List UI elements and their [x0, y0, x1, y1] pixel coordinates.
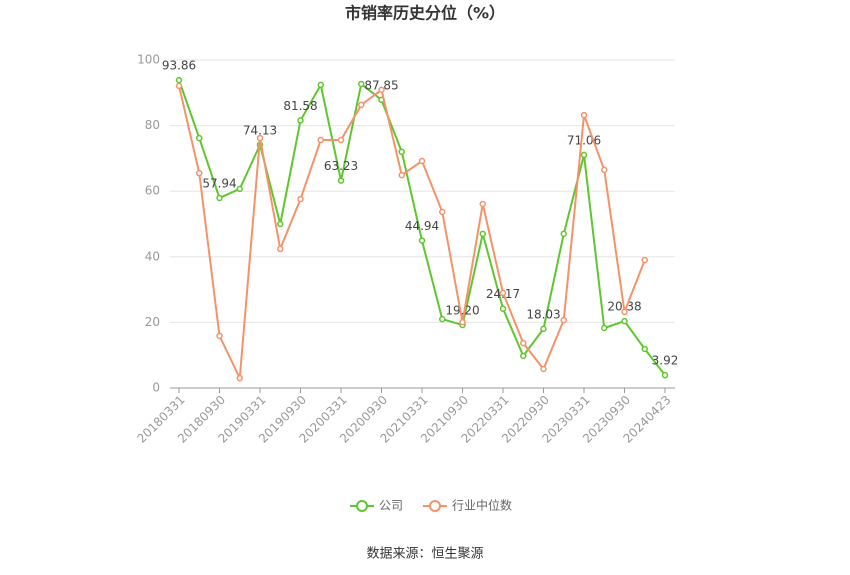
data-label: 44.94: [405, 219, 439, 233]
data-label: 57.94: [202, 176, 236, 190]
point: [216, 194, 223, 202]
point: [317, 136, 324, 144]
point: [560, 316, 567, 324]
point: [398, 148, 405, 156]
source: 数据来源：恒生聚源: [366, 547, 483, 562]
y-tick-label: 100: [137, 53, 160, 67]
point: [439, 315, 446, 323]
point: [277, 245, 284, 253]
point: [337, 177, 345, 184]
point: [418, 237, 426, 244]
point: [358, 80, 365, 88]
point: [358, 101, 365, 109]
data-label: 87.85: [364, 78, 398, 92]
data-label: 3.92: [652, 354, 679, 368]
point: [175, 82, 183, 90]
chart-title: 市销率历史分位（%）: [345, 4, 505, 23]
legend-label: 行业中位数: [452, 498, 512, 513]
point: [601, 324, 608, 332]
point: [216, 332, 223, 340]
point: [236, 185, 243, 193]
point: [479, 200, 486, 208]
point: [398, 171, 405, 179]
point: [580, 151, 588, 159]
point: [256, 134, 264, 142]
y-tick-label: 80: [145, 118, 160, 132]
point: [641, 256, 648, 264]
point: [520, 352, 527, 360]
point: [540, 365, 547, 373]
point: [560, 230, 567, 238]
point: [661, 371, 669, 379]
data-label: 74.13: [243, 123, 277, 137]
point: [520, 339, 527, 347]
point: [540, 325, 547, 333]
point: [196, 134, 203, 142]
point: [439, 208, 446, 216]
y-tick-label: 0: [152, 381, 160, 395]
point: [479, 230, 486, 238]
point: [236, 374, 243, 382]
data-label: 19.20: [445, 304, 479, 318]
point: [297, 195, 304, 203]
y-tick-label: 40: [145, 249, 160, 263]
y-tick-label: 60: [145, 184, 160, 198]
point: [277, 220, 284, 228]
point: [499, 305, 507, 312]
legend-label: 公司: [379, 499, 403, 513]
point: [337, 136, 345, 144]
data-label: 18.03: [526, 307, 560, 321]
point: [196, 169, 203, 177]
point: [601, 166, 608, 174]
point: [621, 308, 628, 316]
point: [459, 318, 466, 326]
point: [378, 86, 385, 94]
legend-marker: [356, 500, 368, 512]
series-line: [178, 85, 646, 382]
point: [418, 157, 426, 165]
point: [297, 117, 304, 124]
point: [175, 76, 183, 84]
point: [317, 81, 324, 89]
point: [499, 289, 507, 297]
legend-marker: [429, 500, 442, 512]
point: [580, 111, 588, 119]
data-label: 93.86: [162, 59, 196, 73]
data-label: 63.23: [324, 159, 358, 173]
point: [621, 317, 628, 325]
data-label: 81.58: [283, 99, 317, 113]
point: [641, 345, 648, 353]
y-tick-label: 20: [145, 315, 160, 329]
